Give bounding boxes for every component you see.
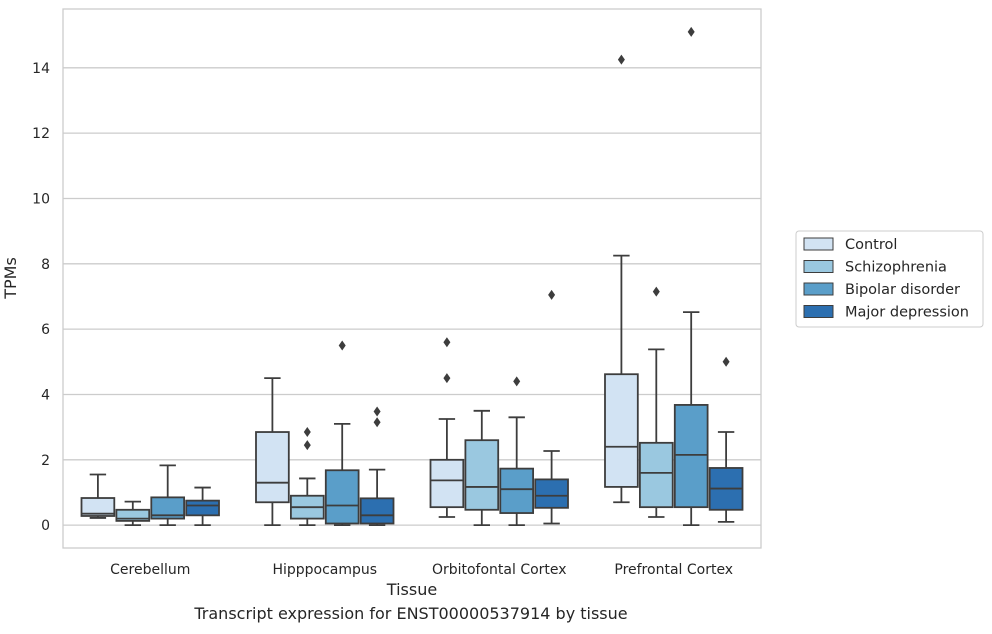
box — [638, 441, 674, 509]
box-group — [534, 289, 569, 525]
x-tick-label: Hipppocampus — [272, 562, 377, 578]
box — [499, 467, 535, 514]
legend-label: Major depression — [845, 305, 969, 321]
y-tick-label: 6 — [41, 322, 50, 338]
outlier-point — [722, 356, 730, 367]
x-tick-labels: Cerebellum Hipppocampus Orbitofontal Corte… — [110, 562, 733, 578]
box — [115, 508, 151, 522]
box-group — [80, 473, 116, 519]
box-group — [324, 340, 360, 527]
box-group — [464, 409, 500, 527]
x-axis-label: Tissue — [386, 580, 437, 599]
box — [80, 497, 116, 517]
x-tick-label: Prefrontal Cortex — [614, 562, 733, 578]
figure-caption: Transcript expression for ENST0000053791… — [194, 604, 628, 623]
y-tick-label: 14 — [32, 61, 50, 77]
plot-area-border — [62, 8, 762, 549]
outlier-point — [687, 26, 695, 37]
y-axis-label: TPMs — [1, 257, 20, 300]
box-group — [708, 356, 744, 523]
box — [185, 499, 220, 517]
box — [604, 373, 639, 488]
outlier-point — [548, 289, 556, 300]
legend-swatch — [803, 305, 834, 318]
legend-swatch — [803, 282, 834, 296]
legend-label: Control — [845, 237, 897, 253]
x-tick-label: Cerebellum — [110, 562, 190, 578]
outlier-point — [443, 337, 451, 348]
box-group — [185, 486, 220, 527]
box-layer — [80, 26, 744, 527]
y-tick-label: 10 — [32, 191, 50, 207]
box — [150, 496, 186, 520]
outlier-point — [443, 373, 451, 384]
box-group — [255, 377, 290, 527]
outlier-point — [513, 376, 521, 387]
box — [673, 404, 709, 509]
outlier-point — [303, 427, 311, 438]
box-group — [429, 337, 465, 518]
outlier-point — [338, 340, 346, 351]
y-tick-label: 0 — [41, 518, 50, 534]
y-tick-label: 2 — [41, 453, 50, 469]
legend-label: Schizophrenia — [845, 260, 947, 276]
box — [359, 497, 395, 525]
y-tick-labels: 0 2 4 6 8 10 12 14 — [32, 61, 50, 534]
box-group — [115, 500, 151, 527]
box — [534, 478, 569, 509]
legend-label: Bipolar disorder — [845, 282, 960, 298]
outlier-point — [373, 417, 381, 428]
box — [255, 431, 290, 504]
x-tick-label: Orbitofontal Cortex — [432, 562, 567, 578]
y-tick-label: 12 — [32, 126, 50, 142]
y-tick-label: 8 — [41, 257, 50, 273]
y-tick-label: 4 — [41, 387, 50, 403]
box — [429, 458, 465, 509]
legend: Control Schizophrenia Bipolar disorder Majo… — [795, 230, 984, 328]
legend-frame — [795, 230, 984, 328]
grid-lines — [63, 67, 761, 526]
outlier-point — [652, 286, 660, 297]
box-group — [638, 286, 674, 518]
box-group — [673, 26, 709, 527]
box-group — [604, 54, 639, 504]
box-group — [150, 464, 186, 527]
box — [464, 439, 500, 511]
outlier-point — [373, 406, 381, 417]
outlier-point — [617, 54, 625, 65]
box-group — [359, 406, 395, 527]
box-group — [289, 427, 325, 527]
outlier-point — [303, 440, 311, 451]
box-group — [499, 376, 535, 527]
legend-swatch — [803, 260, 834, 273]
legend-swatch — [803, 237, 834, 251]
box — [324, 469, 360, 525]
